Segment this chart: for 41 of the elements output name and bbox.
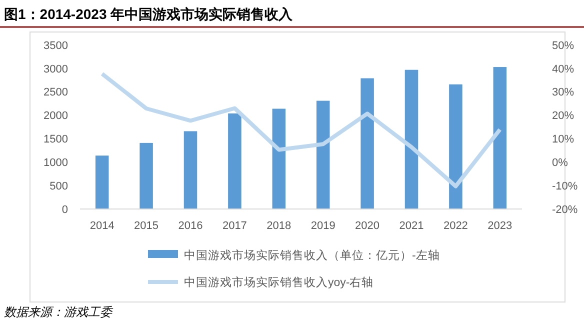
y2-tick-label: 50% xyxy=(552,40,574,52)
bar xyxy=(140,142,153,209)
y2-tick-label: -20% xyxy=(552,204,578,216)
x-tick-label: 2020 xyxy=(355,220,380,232)
chart-title: 图1：2014-2023 年中国游戏市场实际销售收入 xyxy=(4,6,294,22)
bar xyxy=(493,67,507,209)
y2-tick-label: 10% xyxy=(552,134,574,146)
y-tick-label: 2500 xyxy=(44,86,68,99)
y-tick-label: 0 xyxy=(62,204,68,216)
x-tick-label: 2015 xyxy=(134,220,159,232)
x-tick-label: 2016 xyxy=(178,220,203,232)
x-tick-label: 2017 xyxy=(222,220,247,232)
y-tick-label: 1500 xyxy=(44,134,68,146)
y-tick-label: 3000 xyxy=(44,63,68,76)
line-series xyxy=(100,72,502,188)
bar xyxy=(449,84,462,209)
x-tick-label: 2023 xyxy=(488,220,512,232)
y2-tick-label: 40% xyxy=(552,63,574,76)
bar xyxy=(228,113,242,209)
bar xyxy=(360,78,374,209)
x-tick-label: 2019 xyxy=(310,220,336,232)
y2-tick-label: 0% xyxy=(552,156,568,169)
y-tick-label: 500 xyxy=(50,180,68,192)
x-tick-label: 2018 xyxy=(266,220,292,232)
y2-tick-label: -10% xyxy=(552,180,578,192)
bar xyxy=(184,131,198,209)
y-tick-label: 1000 xyxy=(44,156,68,169)
legend-label: 中国游戏市场实际销售收入（单位：亿元）-左轴 xyxy=(184,248,440,262)
legend-label: 中国游戏市场实际销售收入yoy-右轴 xyxy=(184,275,374,290)
x-tick-label: 2021 xyxy=(399,220,424,232)
source-note: 数据来源：游戏工委 xyxy=(4,305,114,319)
y-tick-label: 3500 xyxy=(44,40,68,52)
bar xyxy=(272,108,286,209)
x-tick-label: 2022 xyxy=(443,220,468,232)
bar xyxy=(404,70,418,209)
y2-tick-label: 20% xyxy=(552,110,574,122)
bar xyxy=(316,100,330,209)
y-tick-label: 2000 xyxy=(44,110,68,122)
x-tick-label: 2014 xyxy=(90,220,114,232)
bar xyxy=(95,156,109,209)
y2-tick-label: 30% xyxy=(552,86,574,99)
